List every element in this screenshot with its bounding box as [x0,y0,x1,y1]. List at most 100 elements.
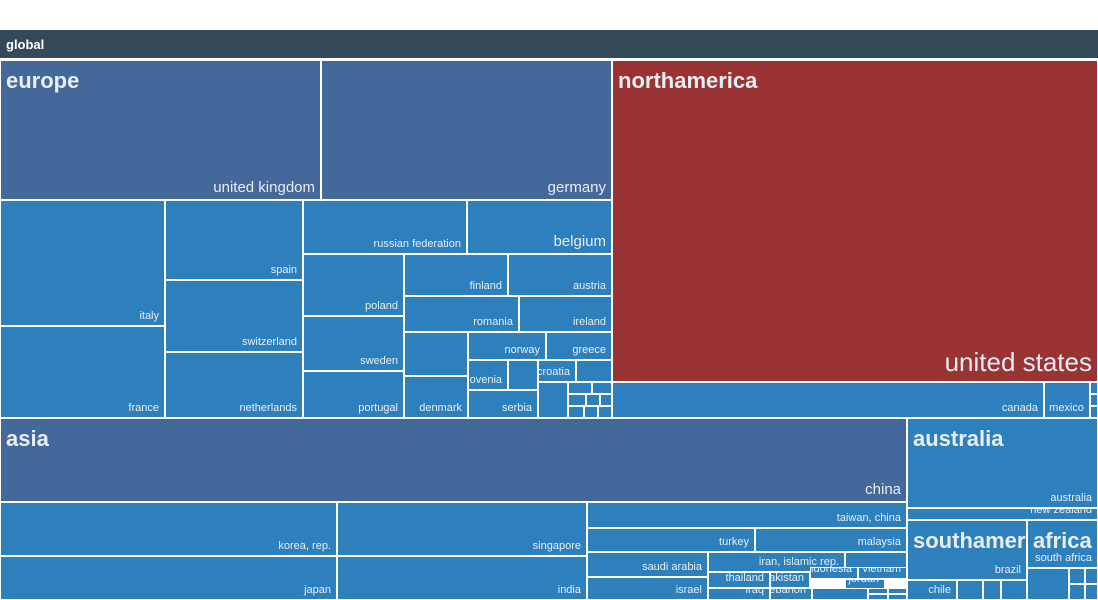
cell-taiwan-china[interactable]: taiwan, china [587,502,907,528]
cell-brazil[interactable]: brazil [907,520,1027,580]
cell-label-belgium: belgium [553,233,606,250]
cell-label-israel: israel [675,584,702,596]
cell-small-europe-31[interactable] [568,406,584,418]
cell-denmark[interactable]: denmark [404,376,468,418]
cell-russian-federation[interactable]: russian federation [303,200,467,254]
cell-label-jordan: jordan [848,579,879,585]
cell-label-pakistan: pakistan [771,572,804,584]
cell-mexico[interactable]: mexico [1044,382,1090,418]
cell-small-asia-19[interactable] [812,588,868,600]
cell-label-ireland: ireland [572,316,606,328]
cell-small-europe-29[interactable] [586,394,600,406]
cell-small-asia-21[interactable] [888,588,907,594]
cell-romania[interactable]: romania [404,296,519,332]
treemap-root-header[interactable]: global [0,30,1098,59]
cell-label-taiwan-china: taiwan, china [836,512,901,524]
cell-small-europe-30[interactable] [600,394,612,406]
cell-small-northamerica-3[interactable] [1090,382,1098,394]
cell-small-europe-26[interactable] [568,382,592,394]
cell-small-europe-23[interactable] [576,360,612,382]
cell-switzerland[interactable]: switzerland [165,280,303,352]
cell-small-asia-20[interactable] [868,588,888,594]
cell-label-switzerland: switzerland [241,336,297,348]
cell-small-africa-3[interactable] [1085,568,1098,584]
cell-portugal[interactable]: portugal [303,371,404,418]
cell-belgium[interactable]: belgium [467,200,612,254]
cell-small-northamerica-4[interactable] [1090,394,1098,406]
cell-greece[interactable]: greece [546,332,612,360]
cell-label-korea-rep: korea, rep. [278,540,331,552]
cell-label-india: india [557,584,581,596]
cell-israel[interactable]: israel [587,577,708,600]
cell-south-africa[interactable]: south africa [1027,520,1098,568]
cell-small-northamerica-5[interactable] [1090,406,1098,418]
cell-label-chile: chile [928,584,951,596]
cell-chile[interactable]: chile [907,580,957,600]
cell-united-states[interactable]: united states [612,60,1098,382]
cell-lebanon[interactable]: lebanon [770,588,812,600]
cell-small-africa-1[interactable] [1027,568,1069,600]
cell-small-asia-22[interactable] [868,594,888,600]
cell-netherlands[interactable]: netherlands [165,352,303,418]
cell-small-europe-16[interactable] [404,332,468,376]
cell-spain[interactable]: spain [165,200,303,280]
cell-korea-rep[interactable]: korea, rep. [0,502,337,556]
cell-germany[interactable]: germany [321,60,612,200]
cell-small-southamerica-3[interactable] [983,580,1001,600]
cell-label-serbia: serbia [502,402,532,414]
cell-label-france: france [128,402,159,414]
cell-new-zealand[interactable]: new zealand [907,508,1098,520]
cell-vietnam[interactable]: vietnam [858,567,907,579]
cell-sweden[interactable]: sweden [303,316,404,371]
cell-label-australia: australia [1050,492,1092,504]
cell-label-china: china [865,481,901,498]
cell-indonesia[interactable]: indonesia [810,567,858,579]
cell-india[interactable]: india [337,556,587,600]
cell-small-europe-33[interactable] [598,406,612,418]
cell-croatia[interactable]: croatia [538,360,576,382]
cell-label-canada: canada [1001,402,1038,414]
cell-small-africa-5[interactable] [1085,584,1098,600]
cell-small-europe-21[interactable] [508,360,538,390]
cell-label-lebanon: lebanon [770,588,806,596]
cell-iraq[interactable]: iraq [708,588,770,600]
cell-small-europe-25[interactable] [538,382,568,418]
cell-singapore[interactable]: singapore [337,502,587,556]
cell-label-south-africa: south africa [1035,552,1092,564]
cell-finland[interactable]: finland [404,254,508,296]
cell-italy[interactable]: italy [0,200,165,326]
cell-turkey[interactable]: turkey [587,528,755,552]
cell-label-slovenia: slovenia [469,374,502,386]
cell-norway[interactable]: norway [468,332,546,360]
cell-label-japan: japan [304,584,331,596]
cell-austria[interactable]: austria [508,254,612,296]
cell-label-denmark: denmark [419,402,462,414]
cell-label-turkey: turkey [719,536,749,548]
cell-australia[interactable]: australia [907,418,1098,508]
cell-thailand[interactable]: thailand [708,572,770,588]
cell-small-southamerica-2[interactable] [957,580,983,600]
cell-small-europe-32[interactable] [584,406,598,418]
cell-small-europe-27[interactable] [592,382,612,394]
cell-serbia[interactable]: serbia [468,390,538,418]
cell-slovenia[interactable]: slovenia [468,360,508,390]
cell-label-portugal: portugal [358,402,398,414]
cell-small-africa-4[interactable] [1069,584,1085,600]
cell-small-africa-2[interactable] [1069,568,1085,584]
cell-small-southamerica-4[interactable] [1001,580,1027,600]
cell-malaysia[interactable]: malaysia [755,528,907,552]
cell-small-asia-23[interactable] [888,594,907,600]
cell-united-kingdom[interactable]: united kingdom [0,60,321,200]
cell-ireland[interactable]: ireland [519,296,612,332]
cell-canada[interactable]: canada [612,382,1044,418]
cell-china[interactable]: china [0,418,907,502]
cell-label-indonesia: indonesia [811,567,852,575]
cell-france[interactable]: france [0,326,165,418]
cell-pakistan[interactable]: pakistan [770,572,810,588]
cell-japan[interactable]: japan [0,556,337,600]
cell-poland[interactable]: poland [303,254,404,316]
cell-saudi-arabia[interactable]: saudi arabia [587,552,708,577]
cell-label-russian-federation: russian federation [373,238,461,250]
cell-small-europe-28[interactable] [568,394,586,406]
